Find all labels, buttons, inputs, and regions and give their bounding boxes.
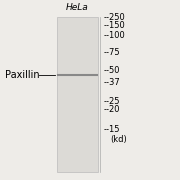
Text: --250: --250 — [103, 12, 125, 21]
Text: --37: --37 — [103, 78, 120, 87]
Text: --20: --20 — [103, 105, 120, 114]
Text: --15: --15 — [103, 125, 120, 134]
Text: --150: --150 — [103, 21, 125, 30]
Text: HeLa: HeLa — [66, 3, 89, 12]
Text: Paxillin: Paxillin — [5, 70, 40, 80]
Text: --100: --100 — [103, 31, 125, 40]
Text: --25: --25 — [103, 97, 120, 106]
Text: --50: --50 — [103, 66, 120, 75]
Text: --75: --75 — [103, 48, 120, 57]
Text: (kd): (kd) — [110, 135, 127, 144]
Bar — [57, 17, 98, 172]
